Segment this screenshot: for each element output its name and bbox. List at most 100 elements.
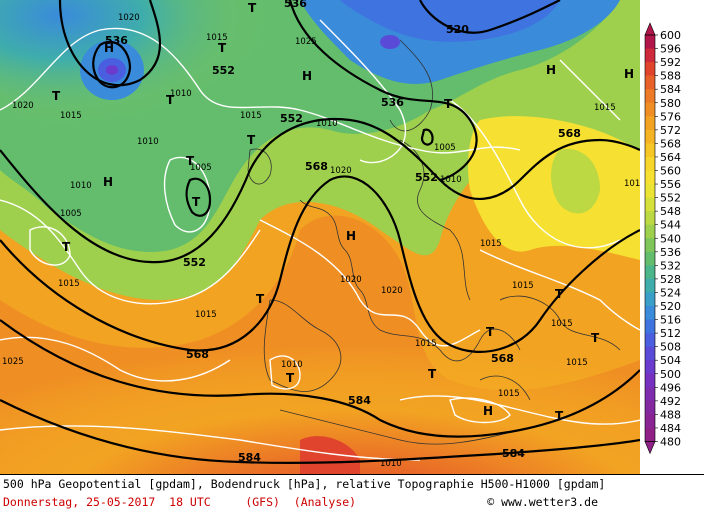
center-mark-21: T — [486, 325, 495, 339]
center-mark-19: T — [555, 287, 564, 301]
pressure-label-16: 1020 — [340, 275, 362, 285]
legend-swatch — [645, 184, 655, 199]
pressure-label-29: 1005 — [434, 143, 456, 153]
center-mark-20: H — [624, 67, 634, 81]
pressure-label-15: 1015 — [195, 310, 217, 320]
contour-label-2: 552 — [212, 64, 235, 77]
contour-label-5: 568 — [305, 160, 328, 173]
center-mark-23: T — [555, 409, 564, 423]
pressure-label-4: 1010 — [170, 89, 192, 99]
contour-label-3: 552 — [280, 112, 303, 125]
pressure-label-11: 1005 — [60, 209, 82, 219]
legend-tick-label: 580 — [660, 97, 681, 110]
center-mark-2: T — [218, 41, 227, 55]
pressure-label-10: 1010 — [70, 181, 92, 191]
legend-swatch — [645, 427, 655, 442]
contour-label-10: 568 — [491, 352, 514, 365]
pressure-label-21: 1015 — [566, 358, 588, 368]
footer: 500 hPa Geopotential [gpdam], Bodendruck… — [0, 474, 704, 513]
legend-tick-label: 512 — [660, 327, 681, 340]
legend-tick-label: 508 — [660, 341, 681, 354]
legend-swatch — [645, 306, 655, 321]
pressure-label-6: 1015 — [60, 111, 82, 121]
pressure-label-24: 1020 — [381, 286, 403, 296]
pressure-label-20: 1015 — [551, 319, 573, 329]
pressure-label-23: 1010 — [380, 459, 402, 469]
legend-swatch — [645, 102, 655, 117]
legend-tick-label: 592 — [660, 56, 681, 69]
contour-label-11: 584 — [348, 394, 371, 407]
sahara-hot-patch — [300, 436, 360, 474]
legend-swatch — [645, 89, 655, 104]
pressure-label-22: 1010 — [281, 360, 303, 370]
legend-tick-label: 528 — [660, 273, 681, 286]
pressure-label-7: 1010 — [137, 137, 159, 147]
color-scale-legend: 600 596 592 588 584 580 576 572 568 564 560 556 552 5… — [640, 0, 704, 474]
legend-tick-label: 536 — [660, 246, 681, 259]
center-mark-6: T — [247, 133, 256, 147]
contour-label-1: 536 — [105, 34, 128, 47]
legend-tick-label: 600 — [660, 29, 681, 42]
legend-swatch — [645, 116, 655, 131]
legend-swatch — [645, 48, 655, 63]
legend-swatch — [645, 360, 655, 375]
contour-label-14: 520 — [446, 23, 469, 36]
legend-swatch — [645, 346, 655, 361]
pressure-label-18: 1015 — [512, 281, 534, 291]
cold-trough-fill — [0, 0, 300, 157]
center-mark-10: T — [186, 154, 195, 168]
legend-swatch — [645, 387, 655, 402]
legend-swatch — [645, 197, 655, 212]
legend-tick-label: 544 — [660, 219, 681, 232]
legend-tick-label: 596 — [660, 43, 681, 56]
legend-swatch — [645, 75, 655, 90]
center-mark-13: T — [444, 97, 453, 111]
pressure-label-1: 1020 — [118, 13, 140, 23]
geopotential-contours — [0, 0, 640, 464]
pressure-centers: H T T T T T H H H T T T T T T T H H T H … — [52, 1, 634, 423]
pressure-label-26: 1015 — [594, 103, 616, 113]
contour-label-7: 552 — [415, 171, 438, 184]
center-mark-12: T — [62, 240, 71, 254]
center-mark-4: T — [52, 89, 61, 103]
center-mark-18: H — [483, 404, 493, 418]
color-scale-bar: 6005965925885845805765725685645605565525… — [644, 22, 681, 455]
center-mark-1: H — [104, 41, 114, 55]
pressure-label-28: 1010 — [624, 179, 640, 189]
legend-swatch — [645, 265, 655, 280]
legend-swatch — [645, 414, 655, 429]
coastlines — [247, 39, 621, 445]
legend-arrow-up — [644, 22, 656, 36]
center-mark-9: H — [546, 63, 556, 77]
center-mark-22: T — [591, 331, 600, 345]
legend-tick-label: 556 — [660, 178, 681, 191]
legend-tick-label: 516 — [660, 314, 681, 327]
legend-swatch — [645, 62, 655, 77]
low-core-purple — [106, 65, 118, 75]
legend-tick-label: 484 — [660, 422, 681, 435]
pressure-labels: 1020 1015 1025 1010 1005 1015 1010 1020 … — [2, 13, 640, 469]
weather-map: 536 552 552 552 568 568 552 536 568 568 … — [0, 0, 640, 474]
legend-swatch — [645, 170, 655, 185]
contour-label-6: 568 — [186, 348, 209, 361]
pressure-label-14: 1020 — [330, 166, 352, 176]
legend-tick-label: 564 — [660, 151, 681, 164]
pressure-label-13: 1015 — [58, 279, 80, 289]
legend-swatch — [645, 238, 655, 253]
legend-tick-label: 576 — [660, 110, 681, 123]
legend-swatch — [645, 224, 655, 239]
legend-swatch — [645, 35, 655, 50]
legend-tick-label: 532 — [660, 259, 681, 272]
legend-tick-label: 568 — [660, 137, 681, 150]
pressure-label-2: 1015 — [206, 33, 228, 43]
center-mark-16: T — [428, 367, 437, 381]
legend-tick-label: 588 — [660, 70, 681, 83]
legend-tick-label: 504 — [660, 354, 681, 367]
pressure-label-3: 1025 — [295, 37, 317, 47]
pressure-label-5: 1005 — [190, 163, 212, 173]
contour-label-4: 552 — [183, 256, 206, 269]
legend-tick-label: 540 — [660, 232, 681, 245]
legend-tick-label: 500 — [660, 368, 681, 381]
legend-tick-label: 552 — [660, 192, 681, 205]
center-mark-14: T — [256, 292, 265, 306]
